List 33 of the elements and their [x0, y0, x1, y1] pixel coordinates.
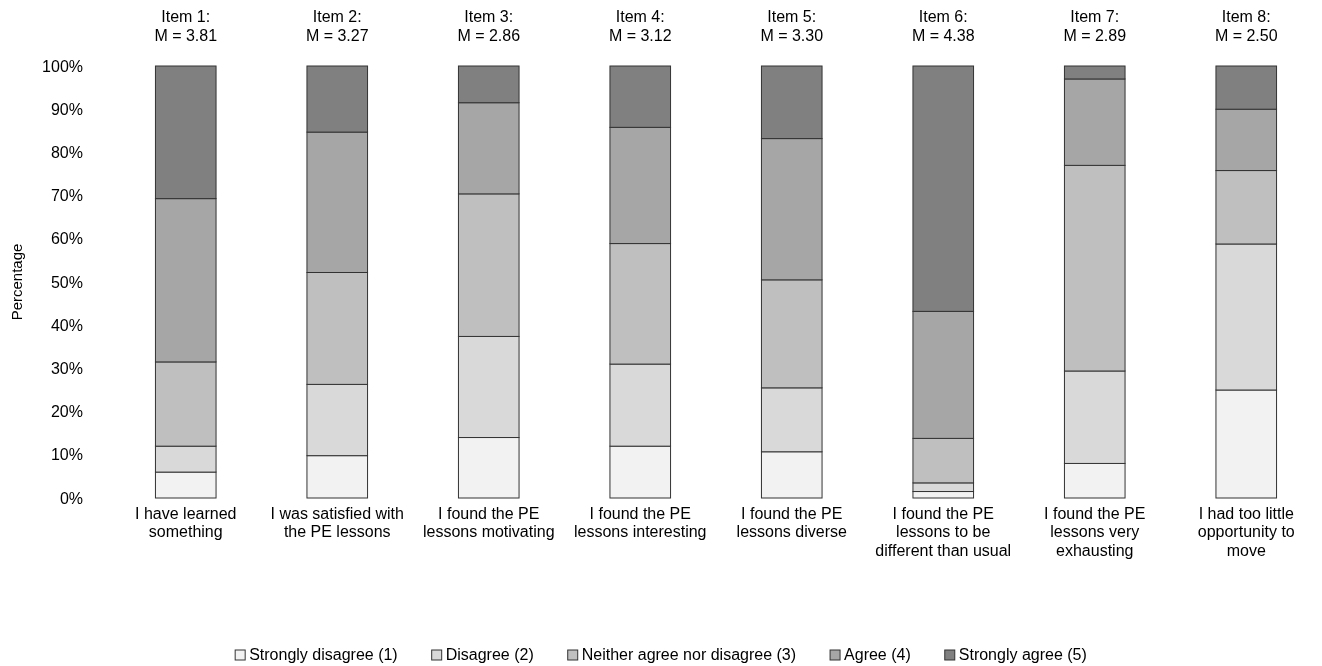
- legend-label: Strongly disagree (1): [249, 646, 398, 663]
- y-tick-label: 90%: [50, 100, 83, 118]
- annotation: Item 3: M = 2.86: [457, 8, 521, 45]
- legend-label: Agree (4): [844, 646, 911, 663]
- annotation: Item 5: M = 3.30: [760, 8, 824, 45]
- y-tick-label: 100%: [42, 57, 83, 75]
- y-tick-label: 30%: [50, 360, 83, 378]
- x-tick-label: I found the PE lessons interesting: [573, 505, 707, 541]
- x-tick-label: I found the PE lessons motivating: [422, 505, 555, 541]
- x-tick-label: I found the PE lessons very exhausting: [1044, 505, 1146, 559]
- y-tick-label: 10%: [50, 446, 83, 464]
- legend-label: Strongly agree (5): [958, 646, 1087, 663]
- legend-label: Neither agree nor disagree (3): [581, 646, 797, 663]
- y-tick-label: 80%: [50, 144, 83, 162]
- annotation: Item 1: M = 3.81: [154, 8, 218, 45]
- y-tick-label: 70%: [50, 187, 83, 205]
- annotation: Item 7: M = 2.89: [1063, 8, 1127, 45]
- x-tick-label: I was satisfied with the PE lessons: [270, 505, 404, 541]
- y-axis-title: Percentage: [8, 243, 25, 321]
- legend-label: Disagree (2): [445, 646, 534, 663]
- y-tick-label: 50%: [50, 273, 83, 291]
- annotation: Item 8: M = 2.50: [1214, 8, 1278, 45]
- y-tick-label: 60%: [50, 230, 83, 248]
- y-tick-label: 20%: [50, 403, 83, 421]
- annotation: Item 2: M = 3.27: [305, 8, 369, 45]
- y-tick-label: 40%: [50, 316, 83, 334]
- x-tick-label: I have learned something: [135, 505, 237, 541]
- y-tick-label: 0%: [59, 489, 83, 507]
- annotation: Item 6: M = 4.38: [911, 8, 975, 45]
- x-tick-label: I found the PE lessons diverse: [736, 505, 847, 541]
- x-tick-label: I had too little opportunity to move: [1197, 505, 1295, 559]
- annotation: Item 4: M = 3.12: [608, 8, 672, 45]
- x-tick-label: I found the PE lessons to be different than usual: [875, 505, 1012, 559]
